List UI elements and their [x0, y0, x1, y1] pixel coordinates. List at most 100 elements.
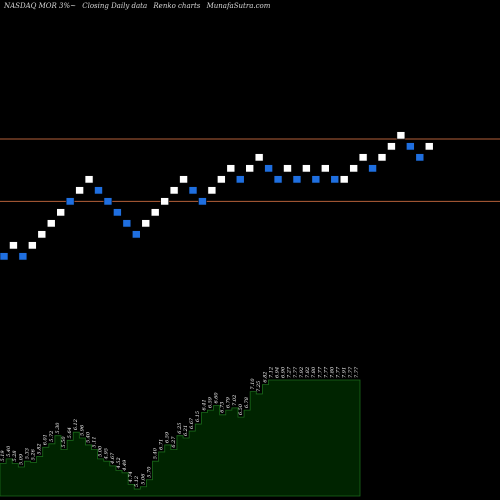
renko-brick-44	[415, 153, 425, 162]
volume-label-57: 7.77	[348, 366, 354, 378]
volume-label-17: 4.95	[104, 448, 110, 460]
volume-label-15: 5.11	[91, 436, 97, 447]
renko-brick-12	[113, 208, 122, 217]
renko-brick-8	[75, 186, 84, 195]
volume-label-33: 6.41	[201, 399, 207, 410]
volume-label-43: 6.82	[262, 371, 268, 382]
volume-label-28: 6.27	[171, 436, 177, 448]
renko-brick-22	[207, 186, 217, 195]
volume-label-56: 7.91	[342, 367, 348, 378]
renko-brick-2	[18, 252, 28, 261]
volume-label-55: 7.77	[336, 366, 342, 378]
volume-label-49: 7.92	[299, 367, 305, 378]
volume-label-36: 6.73	[220, 402, 226, 413]
volume-labels: 5.19 5.40 5.28 5.095.33 5.265.826.01 5.725.30…	[0, 366, 360, 487]
volume-label-12: 6.12	[73, 419, 79, 430]
volume-label-11: 5.64	[67, 427, 73, 438]
volume-label-51: 7.80	[311, 366, 317, 378]
volume-label-58: 7.77	[354, 366, 360, 378]
volume-label-8: 5.72	[49, 431, 55, 442]
volume-label-3: 5.09	[18, 453, 24, 465]
chart-header: NASDAQ MOR 3%~ Closing Daily data Renko …	[4, 2, 274, 10]
volume-area	[0, 379, 361, 497]
volume-label-4: 5.33	[24, 448, 30, 459]
renko-brick-36	[339, 175, 349, 184]
renko-brick-26	[245, 164, 254, 173]
renko-brick-6	[56, 208, 66, 217]
volume-label-0: 5.19	[0, 450, 6, 462]
symbol-label: NASDAQ MOR 3%~	[4, 2, 76, 10]
volume-label-41: 7.10	[250, 378, 256, 390]
renko-brick-5	[46, 219, 56, 228]
renko-brick-41	[387, 142, 396, 151]
volume-label-25: 5.40	[153, 447, 159, 459]
volume-label-34: 6.59	[207, 396, 213, 408]
volume-label-14: 5.40	[85, 431, 91, 443]
renko-brick-28	[264, 164, 273, 173]
renko-brick-21	[198, 197, 207, 206]
volume-label-54: 7.80	[329, 366, 335, 378]
volume-label-21: 4.74	[128, 471, 134, 483]
level-lines	[0, 138, 500, 202]
volume-label-1: 5.40	[6, 445, 12, 457]
chart-kind-label: Renko charts	[153, 2, 201, 10]
site-label: MunafaSutra.com	[206, 2, 271, 10]
volume-label-26: 6.71	[159, 439, 165, 450]
volume-label-48: 7.77	[293, 366, 299, 378]
renko-brick-40	[377, 153, 387, 162]
volume-label-9: 5.30	[55, 422, 61, 434]
renko-brick-37	[349, 164, 358, 173]
volume-label-47: 7.27	[287, 366, 293, 378]
volume-label-16: 5.00	[98, 445, 104, 457]
renko-brick-20	[188, 186, 198, 195]
volume-label-46: 6.90	[281, 366, 287, 378]
renko-brick-30	[283, 164, 292, 173]
renko-brick-0	[0, 252, 9, 261]
volume-label-37: 6.79	[226, 396, 232, 408]
volume-label-45: 6.94	[275, 367, 281, 378]
volume-label-10: 5.50	[61, 436, 67, 448]
renko-brick-16	[150, 208, 160, 217]
volume-label-50: 7.82	[305, 367, 311, 378]
renko-brick-42	[396, 131, 406, 140]
renko-brick-43	[406, 142, 415, 151]
volume-label-39: 6.50	[238, 403, 244, 415]
renko-brick-1	[9, 241, 18, 250]
renko-brick-24	[226, 164, 236, 173]
renko-brick-38	[358, 153, 368, 162]
volume-label-19: 4.52	[116, 457, 122, 469]
data-subtitle: Closing Daily data	[82, 2, 148, 10]
renko-brick-39	[368, 164, 377, 173]
volume-label-35: 6.60	[214, 392, 220, 404]
renko-brick-27	[254, 153, 264, 162]
volume-label-13: 5.96	[79, 424, 85, 436]
renko-brick-13	[122, 219, 132, 228]
renko-brick-11	[103, 197, 113, 206]
volume-label-6: 5.82	[37, 443, 43, 454]
volume-label-23: 5.06	[140, 473, 146, 485]
volume-label-44: 7.12	[268, 367, 274, 378]
volume-label-29: 6.25	[177, 423, 183, 434]
renko-brick-45	[424, 142, 434, 151]
renko-brick-10	[94, 186, 103, 195]
renko-brick-23	[217, 175, 226, 184]
volume-label-31: 6.67	[189, 417, 195, 429]
volume-label-27: 6.59	[165, 431, 171, 443]
volume-label-24: 5.70	[146, 466, 152, 478]
volume-label-30: 6.21	[183, 425, 189, 436]
volume-label-42: 7.25	[256, 381, 262, 392]
volume-label-53: 7.77	[323, 366, 329, 378]
renko-brick-3	[28, 241, 37, 250]
renko-brick-25	[235, 175, 245, 184]
volume-label-7: 6.01	[43, 434, 49, 445]
renko-brick-35	[330, 175, 340, 184]
volume-label-22: 5.12	[134, 476, 140, 487]
renko-brick-17	[160, 197, 169, 206]
renko-brick-15	[141, 219, 151, 228]
volume-label-20: 4.49	[122, 459, 128, 472]
volume-label-18: 4.67	[110, 452, 116, 465]
volume-area-path	[0, 379, 361, 497]
renko-brick-31	[292, 175, 302, 184]
